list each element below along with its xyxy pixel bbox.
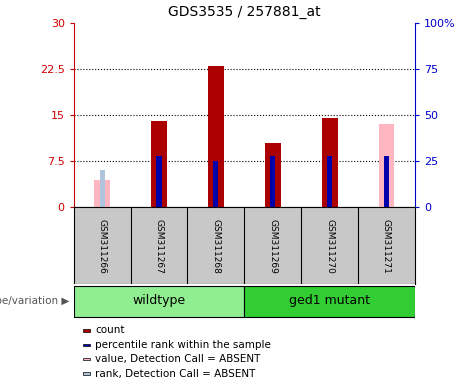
Bar (94, 180, 110, 207)
Bar (151, 121, 167, 207)
Text: GSM311266: GSM311266 (98, 219, 106, 274)
Text: count: count (95, 326, 125, 336)
Bar (74, 286, 244, 317)
Text: GSM311270: GSM311270 (325, 219, 334, 274)
Bar (384, 156, 389, 207)
Text: GSM311268: GSM311268 (212, 219, 220, 274)
Bar (244, 286, 415, 317)
Text: ged1 mutant: ged1 mutant (289, 294, 370, 307)
Bar (100, 170, 105, 207)
Text: percentile rank within the sample: percentile rank within the sample (95, 340, 272, 350)
Text: genotype/variation ▶: genotype/variation ▶ (0, 296, 69, 306)
Bar (378, 124, 395, 207)
Bar (83, 372, 90, 375)
Bar (270, 156, 275, 207)
Bar (83, 329, 90, 332)
Text: rank, Detection Call = ABSENT: rank, Detection Call = ABSENT (95, 369, 256, 379)
Bar (83, 344, 90, 346)
Bar (265, 143, 281, 207)
Bar (156, 156, 162, 207)
Text: GSM311269: GSM311269 (268, 219, 277, 274)
Bar (327, 156, 332, 207)
Title: GDS3535 / 257881_at: GDS3535 / 257881_at (168, 5, 321, 19)
Text: GSM311267: GSM311267 (154, 219, 164, 274)
Bar (208, 66, 224, 207)
Bar (83, 358, 90, 360)
Bar (322, 118, 337, 207)
Bar (213, 161, 219, 207)
Text: wildtype: wildtype (132, 294, 186, 307)
Text: value, Detection Call = ABSENT: value, Detection Call = ABSENT (95, 354, 261, 364)
Text: GSM311271: GSM311271 (382, 219, 391, 274)
